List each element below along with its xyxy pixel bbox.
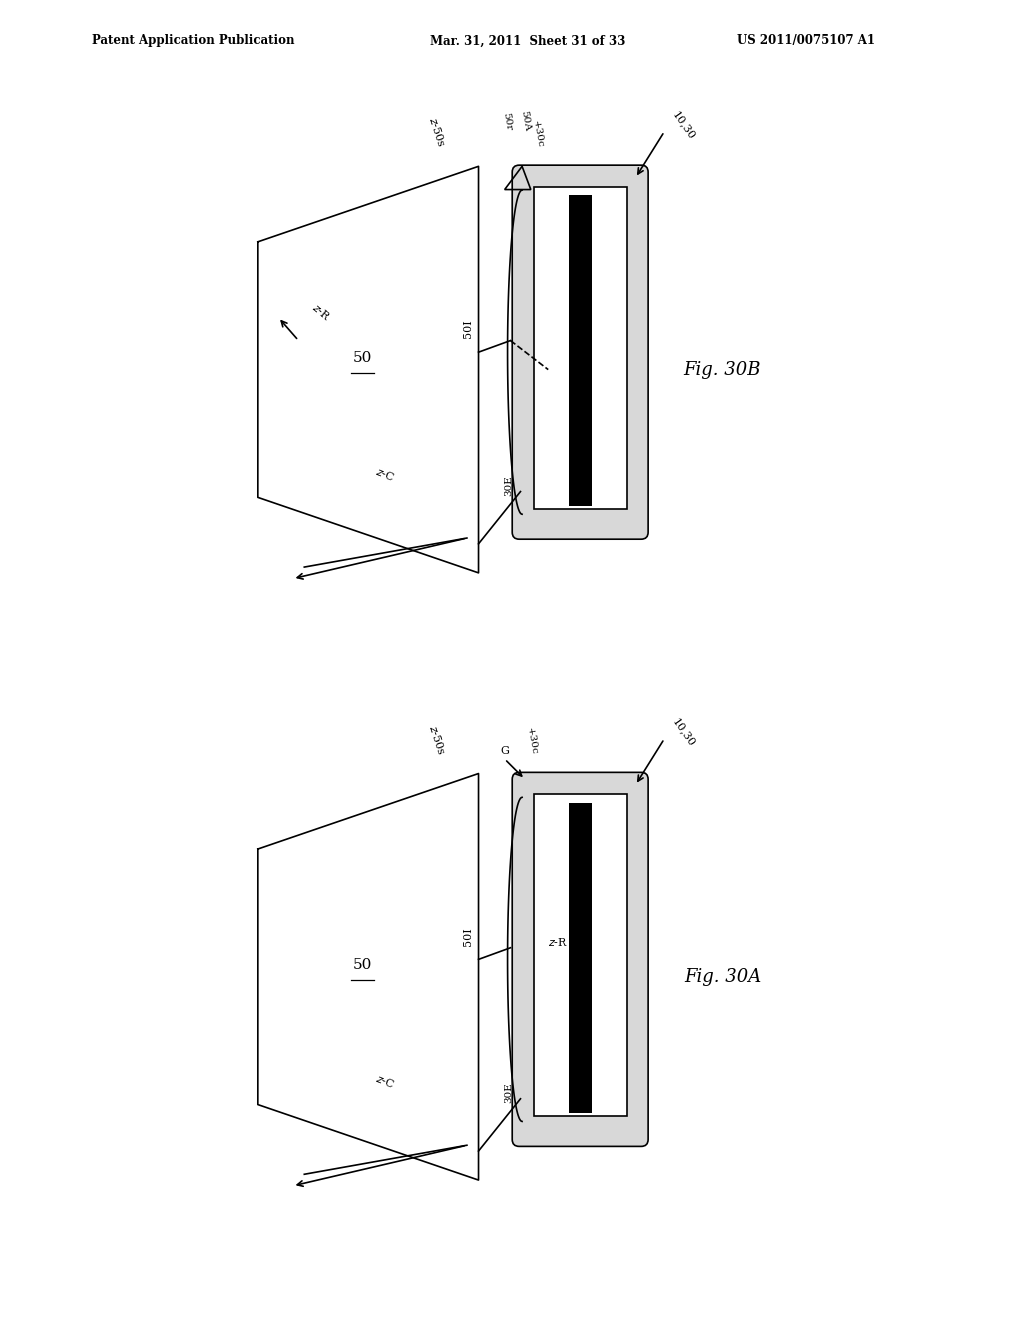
Text: $\it{z}$-50s: $\it{z}$-50s [427,723,449,756]
Text: 50r: 50r [502,112,514,132]
Bar [568,803,592,1113]
Text: 30E: 30E [505,1082,513,1104]
Text: $\it{z}$-C: $\it{z}$-C [374,465,396,483]
Bar [534,793,627,1117]
Text: 50I: 50I [463,927,473,945]
Text: 50: 50 [352,958,372,973]
Text: G: G [501,746,509,756]
Text: $\it{z}$-C: $\it{z}$-C [374,1072,396,1090]
Text: 10,30: 10,30 [670,717,696,748]
Text: Patent Application Publication: Patent Application Publication [92,34,295,48]
Text: 10,30: 10,30 [670,110,696,141]
Text: Mar. 31, 2011  Sheet 31 of 33: Mar. 31, 2011 Sheet 31 of 33 [430,34,626,48]
Text: +30c: +30c [525,727,539,756]
Text: $\it{z}$-50s: $\it{z}$-50s [427,116,449,149]
FancyBboxPatch shape [512,165,648,539]
Bar [568,195,592,506]
Text: +30c: +30c [530,120,545,149]
Text: Fig. 30B: Fig. 30B [684,360,761,379]
Text: US 2011/0075107 A1: US 2011/0075107 A1 [737,34,876,48]
Text: $\it{z}$-R: $\it{z}$-R [310,301,333,322]
FancyBboxPatch shape [512,772,648,1146]
Text: 50I: 50I [463,319,473,338]
Text: Fig. 30A: Fig. 30A [684,968,761,986]
Text: 50A: 50A [519,110,531,132]
Bar [534,186,627,510]
Text: 30E: 30E [505,475,513,496]
Text: $\it{z}$-R: $\it{z}$-R [548,936,568,948]
Text: 50: 50 [352,351,372,366]
